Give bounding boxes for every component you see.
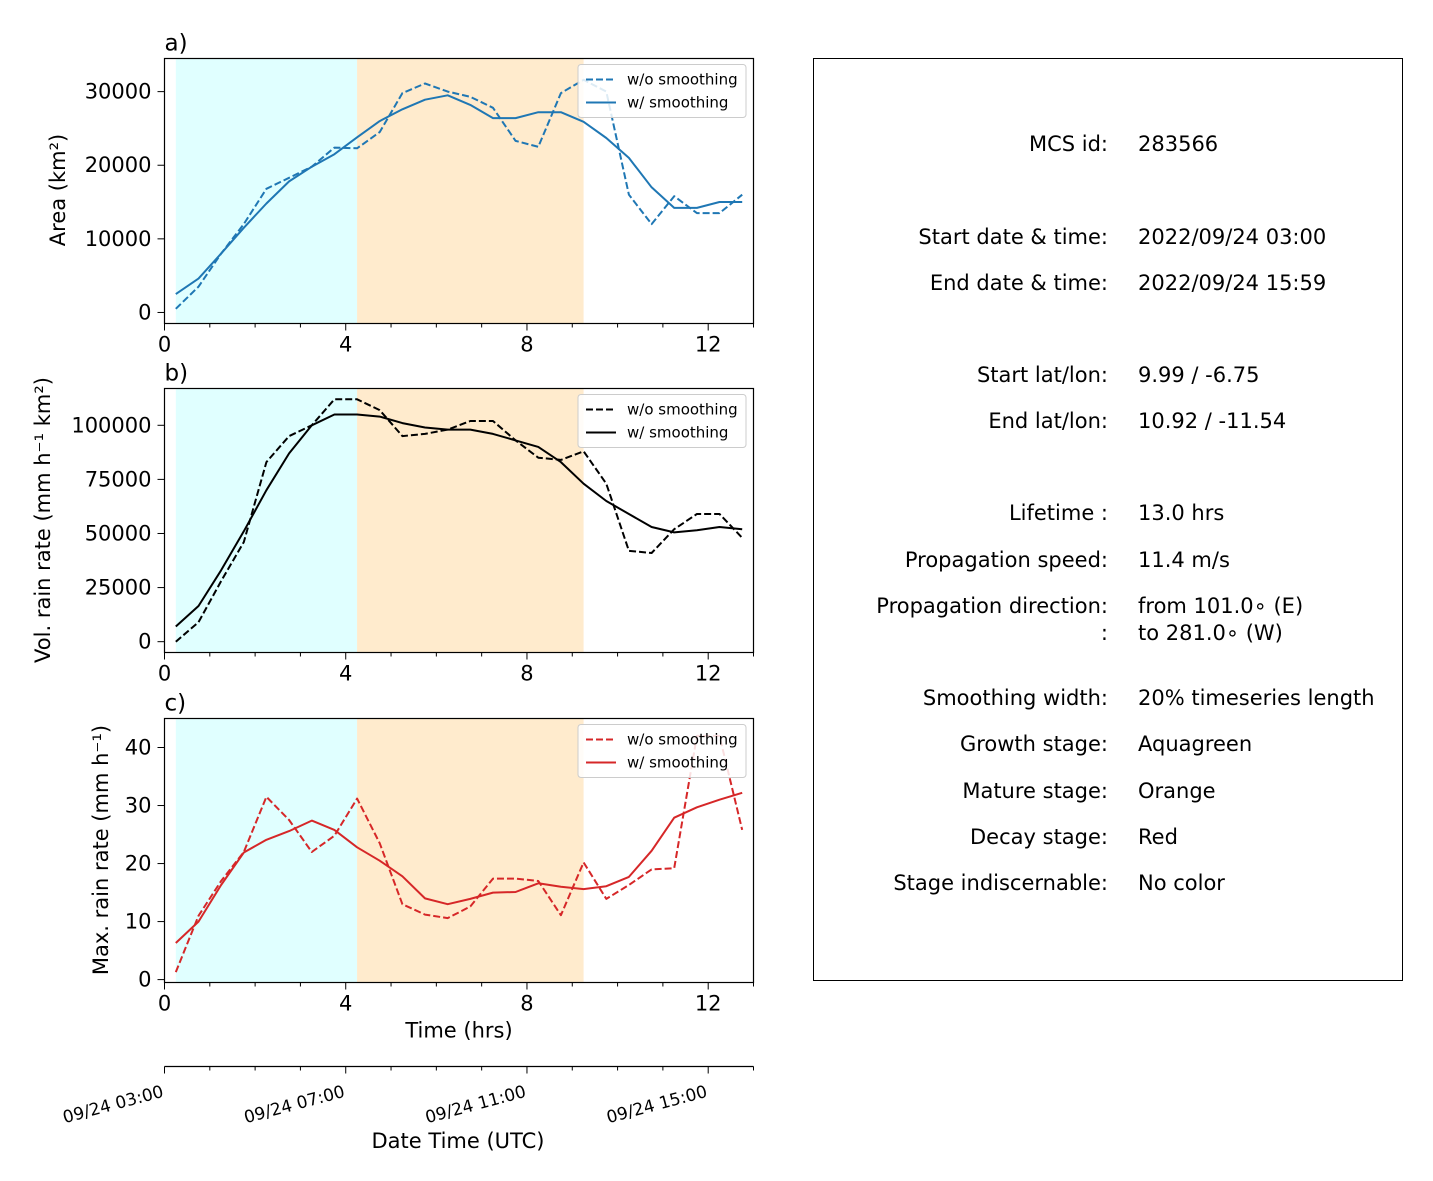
series-line-smoothed (175, 413, 743, 628)
x-tick-label: 12 (695, 333, 722, 357)
datetime-tick-label: 09/24 03:00 (61, 1082, 166, 1128)
legend-label: w/o smoothing (627, 401, 738, 419)
x-tick-label: 8 (520, 333, 533, 357)
info-key: End date & time: (929, 271, 1108, 295)
x-tick-label: 0 (158, 992, 171, 1016)
datetime-tick-label: 09/24 15:00 (604, 1082, 709, 1128)
x-tick-label: 0 (158, 333, 171, 357)
y-axis-label: Max. rain rate (mm h⁻¹) (89, 725, 113, 975)
datetime-tick-label: 09/24 11:00 (423, 1082, 528, 1128)
info-value: 2022/09/24 03:00 (1138, 225, 1327, 249)
panel-label: c) (165, 691, 187, 717)
legend-label: w/o smoothing (627, 731, 738, 749)
info-key: Growth stage: (959, 732, 1108, 756)
info-value: Aquagreen (1138, 732, 1253, 756)
x-tick-label: 12 (695, 992, 722, 1016)
info-value: from 101.0∘ (E) (1138, 594, 1304, 618)
x-tick-label: 12 (695, 662, 722, 686)
x-tick-label: 8 (520, 662, 533, 686)
datetime-axis-label: Date Time (UTC) (372, 1129, 545, 1153)
info-value: 283566 (1138, 132, 1219, 156)
info-key: : (1100, 621, 1108, 645)
series-line-raw (175, 78, 743, 310)
info-key: End lat/lon: (988, 409, 1108, 433)
legend: w/o smoothing w/ smoothing (577, 394, 747, 448)
info-key: Stage indiscernable: (893, 871, 1108, 895)
info-key: Decay stage: (970, 825, 1108, 849)
y-tick-label: 75000 (85, 467, 152, 491)
y-tick-label: 10 (125, 910, 152, 934)
y-axis-label: Vol. rain rate (mm h⁻¹ km²) (31, 377, 55, 663)
info-key: Start lat/lon: (976, 363, 1108, 387)
info-value: 2022/09/24 15:59 (1138, 271, 1327, 295)
y-tick-label: 0 (138, 968, 151, 992)
stage-band (357, 58, 584, 324)
info-value: Orange (1138, 779, 1216, 803)
legend-label: w/ smoothing (627, 754, 728, 772)
legend-label: w/o smoothing (627, 71, 738, 89)
stage-band (175, 58, 358, 324)
panel-a: 0 4 8 12 0 10000 20000 30000 a) Area (km²) w/o smo… (46, 31, 755, 357)
y-tick-label: 30 (125, 794, 152, 818)
x-tick-label: 4 (339, 333, 352, 357)
y-tick-label: 25000 (85, 576, 152, 600)
y-tick-label: 0 (138, 630, 151, 654)
legend-box (577, 394, 747, 448)
y-tick-label: 50000 (85, 521, 152, 545)
stage-band (357, 388, 584, 653)
panel-label: b) (165, 361, 189, 387)
legend-box (577, 724, 747, 778)
datetime-axis: 09/24 03:00 09/24 07:00 09/24 11:00 09/24 1… (61, 1065, 754, 1153)
info-value: Red (1138, 825, 1178, 849)
info-panel: MCS id: 283566 Start date & time: 2022/0… (813, 58, 1403, 981)
legend: w/o smoothing w/ smoothing (577, 64, 747, 118)
panel-b: 0 4 8 12 0 25000 50000 75000 100000 b) Vol. rain r… (31, 361, 755, 686)
y-tick-label: 100000 (71, 413, 151, 437)
info-key: Lifetime : (1008, 501, 1108, 525)
panel-label: a) (165, 31, 188, 57)
info-value: 10.92 / -11.54 (1138, 409, 1287, 433)
info-value: 9.99 / -6.75 (1138, 363, 1260, 387)
axes-frame (163, 717, 755, 984)
axes-frame (163, 387, 755, 654)
info-value: 20% timeseries length (1138, 686, 1375, 710)
series-line-raw (174, 734, 744, 973)
axes-frame (163, 57, 755, 325)
info-value: No color (1138, 871, 1225, 895)
info-key: Start date & time: (918, 225, 1108, 249)
info-key: Smoothing width: (922, 686, 1108, 710)
series-line-smoothed (175, 94, 743, 295)
y-tick-label: 20 (125, 852, 152, 876)
legend: w/o smoothing w/ smoothing (577, 724, 747, 778)
legend-label: w/ smoothing (627, 424, 728, 442)
x-tick-label: 4 (339, 662, 352, 686)
x-tick-label: 0 (158, 662, 171, 686)
y-tick-label: 20000 (85, 153, 152, 177)
y-axis-label: Area (km²) (46, 134, 70, 246)
info-value: to 281.0∘ (W) (1138, 621, 1283, 645)
stage-band (175, 718, 358, 983)
x-tick-label: 4 (339, 992, 352, 1016)
datetime-tick-label: 09/24 07:00 (242, 1082, 347, 1128)
info-value: 13.0 hrs (1138, 501, 1225, 525)
legend-box (577, 64, 747, 118)
panel-c: 0 4 8 12 0 10 20 30 40 c) Max. rain rate (mm h⁻¹) T… (89, 691, 755, 1043)
x-axis-label: Time (hrs) (404, 1019, 512, 1043)
y-tick-label: 40 (125, 736, 152, 760)
info-value: 11.4 m/s (1138, 548, 1230, 572)
x-tick-label: 8 (520, 992, 533, 1016)
legend-label: w/ smoothing (627, 94, 728, 112)
info-key: Propagation direction: (876, 594, 1108, 618)
info-key: Propagation speed: (904, 548, 1108, 572)
series-line-raw (175, 398, 743, 643)
y-tick-label: 0 (138, 300, 151, 324)
y-tick-label: 10000 (85, 227, 152, 251)
series-line-smoothed (175, 791, 743, 944)
stage-band (357, 718, 584, 983)
info-key: MCS id: (1028, 132, 1108, 156)
y-tick-label: 30000 (85, 80, 152, 104)
info-key: Mature stage: (962, 779, 1108, 803)
